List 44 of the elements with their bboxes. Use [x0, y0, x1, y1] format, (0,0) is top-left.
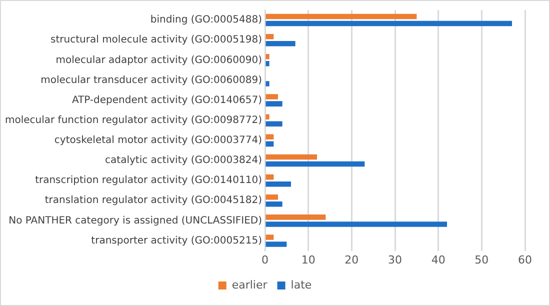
- bar: [266, 94, 278, 100]
- bar: [266, 214, 326, 220]
- x-tick-label: 0: [262, 253, 268, 266]
- legend-label: earlier: [232, 278, 268, 292]
- x-tick-label: 30: [388, 253, 402, 266]
- bar: [266, 14, 417, 20]
- bar: [266, 174, 274, 180]
- x-tick-label: 10: [301, 253, 316, 266]
- bar: [266, 40, 296, 46]
- bar: [266, 81, 270, 86]
- bar: [266, 54, 270, 60]
- bar: [266, 114, 270, 120]
- bar: [266, 34, 274, 40]
- legend-label: late: [290, 278, 312, 292]
- bar: [266, 161, 365, 167]
- bar: [266, 194, 278, 200]
- bar: [266, 202, 282, 207]
- x-tick-label: 20: [344, 253, 359, 266]
- bar: [266, 181, 291, 187]
- y-tick-label: structural molecule activity (GO:0005198): [50, 34, 262, 46]
- y-tick-label: ATP-dependent activity (GO:0140657): [72, 94, 262, 106]
- y-tick-label: binding (GO:0005488): [150, 14, 262, 26]
- bar: [266, 101, 282, 106]
- x-tick-label: 50: [474, 253, 489, 266]
- y-tick-label: transporter activity (GO:0005215): [91, 235, 262, 246]
- bar: [266, 234, 274, 240]
- y-tick-label: molecular transducer activity (GO:0060089): [40, 74, 262, 86]
- y-tick-label: catalytic activity (GO:0003824): [105, 155, 262, 166]
- y-tick-label: translation regulator activity (GO:0045182): [44, 195, 262, 206]
- x-tick-label: 60: [518, 253, 532, 266]
- y-tick-label: No PANTHER category is assigned (UNCLASSIFIED): [8, 215, 262, 226]
- x-tick-label: 40: [431, 253, 446, 266]
- y-tick-label: transcription regulator activity (GO:0140110): [35, 175, 262, 186]
- bar: [266, 222, 447, 227]
- bar: [266, 134, 274, 140]
- bar: [266, 242, 287, 247]
- bar: [266, 61, 270, 66]
- bar: [266, 141, 274, 147]
- y-tick-label: cytoskeletal motor activity (GO:0003774): [54, 135, 262, 146]
- y-tick-label: molecular adaptor activity (GO:0060090): [56, 54, 262, 66]
- bar: [266, 154, 317, 160]
- bar: [266, 20, 512, 26]
- y-tick-label: molecular function regulator activity (GO:0098772): [4, 114, 262, 126]
- bar: [266, 121, 282, 127]
